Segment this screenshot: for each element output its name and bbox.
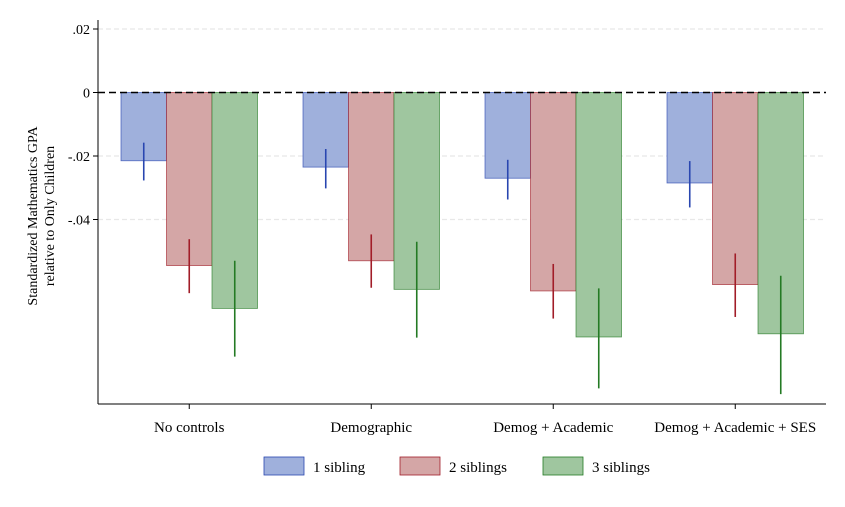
bar: [348, 92, 395, 262]
bar: [712, 92, 759, 285]
legend-label: 2 siblings: [449, 460, 507, 476]
x-tick-label: Demog + Academic: [493, 420, 613, 436]
y-tick-label: -.04: [68, 214, 90, 229]
y-axis-title-line: Standardized Mathematics GPA: [26, 126, 41, 306]
y-tick-label: 0: [83, 87, 90, 102]
y-tick-label: -.02: [68, 150, 90, 165]
bar: [530, 92, 577, 292]
x-tick-label: Demographic: [330, 420, 412, 436]
x-tick-label: Demog + Academic + SES: [654, 420, 816, 436]
legend-swatch: [263, 456, 305, 476]
legend-swatch: [399, 456, 441, 476]
x-tick-label: No controls: [154, 420, 225, 436]
y-tick-label: .02: [73, 23, 91, 38]
legend: 1 sibling 2 siblings 3 siblings: [263, 456, 650, 476]
legend-label: 1 sibling: [313, 460, 366, 476]
bars: [98, 91, 826, 395]
axis-labels: No controls Demographic Demog + Academic De…: [26, 126, 816, 436]
y-axis: .02 0 -.02 -.04: [68, 20, 826, 409]
legend-swatch: [542, 456, 584, 476]
legend-label: 3 siblings: [592, 460, 650, 476]
y-axis-title-line: relative to Only Children: [43, 146, 58, 286]
bar: [166, 92, 213, 266]
